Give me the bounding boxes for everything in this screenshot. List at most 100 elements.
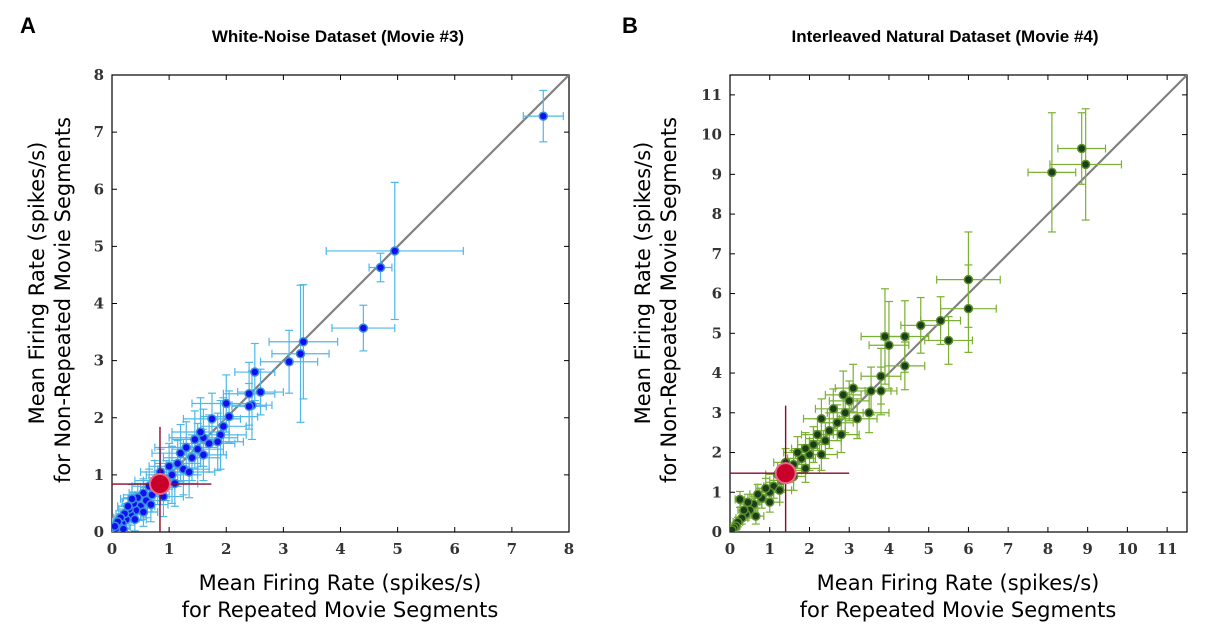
data-point-b bbox=[963, 274, 974, 285]
data-point-b bbox=[832, 417, 843, 428]
x-axis-label-a-line2: for Repeated Movie Segments bbox=[182, 598, 499, 622]
data-point-a bbox=[192, 444, 203, 454]
data-point-b bbox=[730, 525, 737, 532]
y-tick-label-a: 3 bbox=[94, 352, 104, 370]
data-point-a bbox=[390, 246, 400, 256]
data-point-b bbox=[800, 443, 811, 454]
y-tick-label-a: 2 bbox=[94, 409, 104, 427]
panel-b: B Interleaved Natural Dataset (Movie #4)… bbox=[622, 13, 1188, 622]
x-tick-label-b: 5 bbox=[923, 540, 933, 558]
data-point-b bbox=[848, 383, 858, 393]
data-point-a bbox=[204, 438, 214, 449]
x-axis-label-b-line1: Mean Firing Rate (spikes/s) bbox=[817, 571, 1100, 595]
data-point-b bbox=[866, 386, 876, 396]
data-point-b bbox=[880, 331, 890, 342]
x-tick-label-b: 1 bbox=[765, 540, 775, 558]
data-point-a bbox=[295, 349, 306, 359]
data-point-a bbox=[164, 461, 174, 472]
x-tick-label-a: 0 bbox=[107, 540, 117, 558]
x-tick-label-b: 9 bbox=[1082, 540, 1092, 558]
data-point-a bbox=[221, 398, 231, 409]
data-point-a bbox=[172, 458, 183, 469]
y-tick-label-a: 6 bbox=[94, 180, 104, 198]
y-tick-label-a: 5 bbox=[94, 237, 104, 255]
data-point-b bbox=[828, 404, 839, 414]
data-point-b bbox=[876, 386, 886, 396]
y-tick-label-a: 4 bbox=[94, 295, 104, 313]
data-point-b bbox=[820, 435, 831, 446]
y-tick-label-b: 6 bbox=[712, 285, 722, 303]
data-point-b bbox=[1080, 159, 1091, 170]
data-point-a bbox=[190, 434, 200, 445]
data-point-a bbox=[198, 450, 209, 460]
x-tick-label-b: 4 bbox=[884, 540, 894, 558]
data-point-a bbox=[244, 401, 254, 412]
y-tick-label-b: 0 bbox=[712, 523, 722, 541]
data-point-b bbox=[735, 494, 745, 505]
data-point-b bbox=[963, 303, 974, 314]
x-tick-label-a: 7 bbox=[507, 540, 517, 558]
data-point-a bbox=[138, 507, 149, 517]
data-point-a bbox=[244, 389, 254, 399]
y-tick-label-a: 7 bbox=[94, 123, 104, 141]
data-point-b bbox=[743, 497, 753, 507]
x-tick-label-a: 3 bbox=[278, 540, 288, 558]
plot-frame-b bbox=[729, 74, 1188, 533]
data-point-b bbox=[739, 505, 749, 515]
data-point-a bbox=[218, 421, 229, 432]
data-point-a bbox=[175, 448, 186, 458]
x-tick-label-b: 6 bbox=[963, 540, 973, 558]
x-axis-label-a-line1: Mean Firing Rate (spikes/s) bbox=[199, 571, 482, 595]
x-tick-label-b: 3 bbox=[844, 540, 854, 558]
data-point-b bbox=[836, 429, 847, 440]
y-tick-label-a: 8 bbox=[94, 66, 104, 84]
data-point-b bbox=[792, 447, 803, 458]
data-point-b bbox=[864, 408, 874, 418]
data-point-a bbox=[184, 467, 194, 477]
x-tick-label-b: 2 bbox=[804, 540, 814, 558]
mean-point-b bbox=[774, 462, 797, 485]
data-point-b bbox=[751, 511, 761, 521]
data-point-b bbox=[824, 425, 835, 436]
y-tick-label-b: 7 bbox=[712, 245, 722, 263]
x-tick-label-a: 6 bbox=[450, 540, 460, 558]
data-point-b bbox=[800, 463, 811, 474]
x-tick-label-a: 8 bbox=[564, 540, 574, 558]
plot-area-a: 0 1 2 3 4 5 6 7 8 0 1 2 3 4 5 6 7 8 bbox=[94, 66, 575, 558]
data-point-b bbox=[764, 497, 775, 507]
x-tick-label-b: 11 bbox=[1157, 540, 1178, 558]
data-point-a bbox=[375, 262, 386, 273]
data-point-a bbox=[358, 323, 369, 333]
data-point-b bbox=[884, 340, 894, 350]
plot-content-b bbox=[730, 75, 1187, 532]
data-point-b bbox=[900, 361, 910, 371]
data-point-b bbox=[840, 408, 850, 418]
data-point-b bbox=[1047, 167, 1057, 178]
y-axis-label-b-line2: for Non-Repeated Movie Segments bbox=[657, 117, 681, 483]
y-tick-label-b: 1 bbox=[712, 483, 722, 501]
data-point-a bbox=[118, 524, 129, 532]
y-tick-label-b: 5 bbox=[712, 324, 722, 342]
y-tick-label-b: 10 bbox=[701, 126, 722, 144]
data-point-b bbox=[816, 449, 827, 460]
data-point-a bbox=[123, 501, 133, 512]
plot-area-b: 0 1 2 3 4 5 6 7 8 9 10 11 0 1 2 3 4 5 6 7 8 9 10 11 bbox=[701, 74, 1188, 558]
identity-line-b bbox=[730, 75, 1187, 532]
y-axis-label-a-line2: for Non-Repeated Movie Segments bbox=[51, 117, 75, 483]
data-point-a bbox=[112, 521, 120, 532]
data-point-a bbox=[284, 357, 294, 367]
data-point-b bbox=[935, 315, 946, 326]
y-tick-label-b: 11 bbox=[701, 86, 722, 104]
chart-title-b: Interleaved Natural Dataset (Movie #4) bbox=[791, 27, 1098, 46]
data-point-b bbox=[915, 320, 926, 331]
x-tick-label-b: 7 bbox=[1003, 540, 1013, 558]
data-point-a bbox=[250, 367, 260, 377]
data-point-b bbox=[852, 413, 862, 424]
data-point-b bbox=[808, 439, 819, 450]
y-tick-label-b: 4 bbox=[712, 364, 722, 382]
x-tick-label-b: 0 bbox=[725, 540, 735, 558]
data-point-a bbox=[212, 436, 223, 447]
data-point-b bbox=[761, 483, 771, 494]
y-tick-label-a: 0 bbox=[94, 523, 104, 541]
